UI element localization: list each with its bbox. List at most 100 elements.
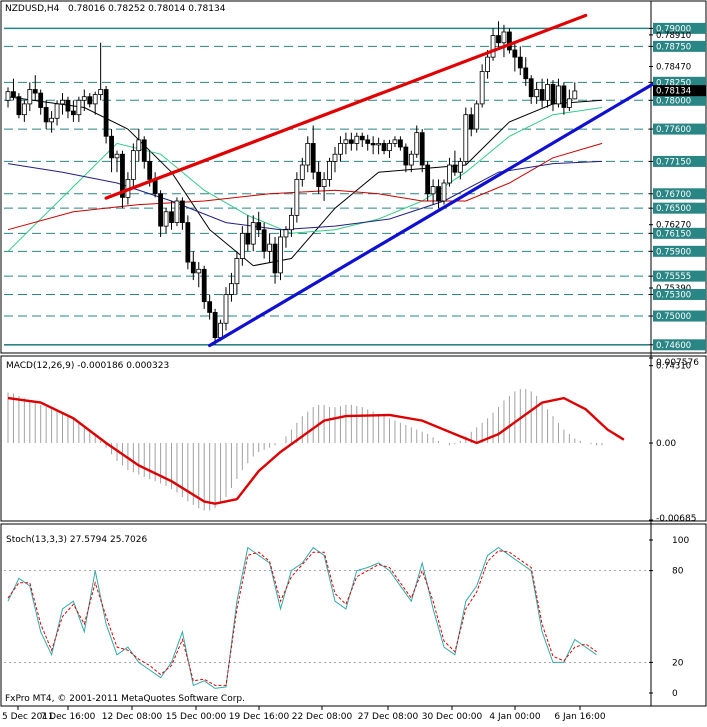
candle	[479, 64, 485, 108]
price-label-bg	[653, 22, 706, 34]
candle-body	[539, 89, 545, 101]
macd-axis-label: -0.00685	[656, 514, 696, 524]
candle-body	[441, 182, 447, 202]
candle	[245, 215, 251, 252]
candle-body	[76, 99, 82, 116]
candle-body	[392, 139, 398, 144]
candle	[294, 172, 300, 223]
candle-body	[158, 193, 164, 227]
candle	[387, 139, 392, 158]
candle-body	[517, 56, 523, 69]
candle	[425, 161, 431, 201]
candle	[92, 91, 98, 115]
candle-body	[381, 143, 387, 152]
candle-body	[354, 135, 360, 144]
candle-body	[496, 35, 501, 44]
price-label-bg	[653, 202, 706, 214]
candle-body	[147, 161, 153, 180]
candle	[212, 308, 218, 345]
time-axis-label: 5 Dec 2011	[2, 712, 54, 722]
candle	[414, 125, 420, 158]
candle-body	[512, 49, 518, 58]
candle-body	[239, 232, 245, 259]
price-axis-label: 0.74600	[656, 341, 691, 351]
candle-body	[267, 243, 273, 252]
candle	[272, 236, 278, 284]
candle	[365, 134, 371, 151]
price-axis-label: 0.75000	[656, 312, 691, 322]
candle	[278, 229, 283, 281]
candle-body	[261, 229, 267, 252]
candle	[98, 42, 104, 101]
candle-body	[556, 85, 561, 105]
candle	[305, 136, 311, 173]
candle	[201, 265, 207, 309]
candle-body	[545, 84, 550, 101]
candle	[27, 82, 33, 112]
price-axis-label: 0.78750	[656, 42, 691, 52]
time-axis-label: 19 Dec 16:00	[229, 712, 290, 722]
candle	[136, 129, 142, 162]
candle	[523, 57, 529, 86]
candle	[403, 143, 409, 173]
price-label-bg	[653, 40, 706, 52]
candle-body	[561, 85, 567, 108]
macd-title: MACD(12,26,9) -0.000186 0.000323	[6, 361, 169, 371]
candle-body	[136, 139, 142, 152]
price-axis-label: 0.76270	[656, 221, 691, 231]
candle	[447, 157, 452, 187]
candle-body	[294, 179, 300, 216]
candle-body	[485, 56, 491, 72]
candle-body	[474, 103, 480, 130]
stoch-axis-label: 0	[672, 689, 678, 699]
candle	[457, 157, 463, 180]
candle	[370, 136, 376, 155]
time-axis-label: 30 Dec 00:00	[422, 712, 483, 722]
price-panel-frame	[0, 0, 707, 354]
candle-body	[316, 171, 322, 187]
candle	[436, 179, 441, 209]
time-axis-label: 12 Dec 08:00	[102, 712, 163, 722]
candle	[207, 294, 213, 320]
candle-body	[81, 96, 87, 101]
candle	[348, 132, 354, 151]
candle-body	[32, 89, 38, 94]
candle	[572, 82, 578, 100]
candle	[141, 136, 147, 169]
candle-body	[196, 268, 202, 274]
candle	[512, 42, 518, 72]
candle-body	[92, 94, 98, 105]
price-axis-label: 0.78910	[656, 31, 691, 41]
candle	[441, 179, 447, 205]
candle	[343, 132, 349, 155]
candle-body	[490, 35, 496, 58]
candle-body	[223, 294, 229, 324]
channel-trendline	[208, 77, 664, 348]
candle	[5, 87, 11, 108]
price-axis-label: 0.79000	[656, 24, 691, 34]
macd-axis-label: 0.00	[656, 439, 676, 449]
candle	[130, 143, 136, 187]
macd-indicator: 0.007576 0.00 -0.00685	[7, 357, 699, 524]
candle-body	[414, 132, 420, 155]
candle-body	[98, 89, 104, 95]
candle-body	[179, 200, 185, 223]
candle-body	[174, 200, 180, 223]
price-label-bg	[653, 245, 706, 257]
candle	[283, 226, 289, 248]
candle-body	[430, 186, 436, 195]
candle	[485, 49, 491, 79]
candle	[397, 136, 403, 151]
price-axis-label: 0.77150	[656, 157, 691, 167]
candle	[408, 150, 414, 173]
chart-ohlc: 0.78016 0.78252 0.78014 0.78134	[68, 4, 226, 14]
price-axis-label: 0.74310	[656, 362, 691, 372]
candle-body	[572, 90, 578, 100]
candle	[229, 272, 234, 302]
candle-body	[566, 98, 572, 108]
candle-body	[343, 139, 349, 144]
candle	[490, 28, 496, 61]
candle	[103, 85, 109, 144]
